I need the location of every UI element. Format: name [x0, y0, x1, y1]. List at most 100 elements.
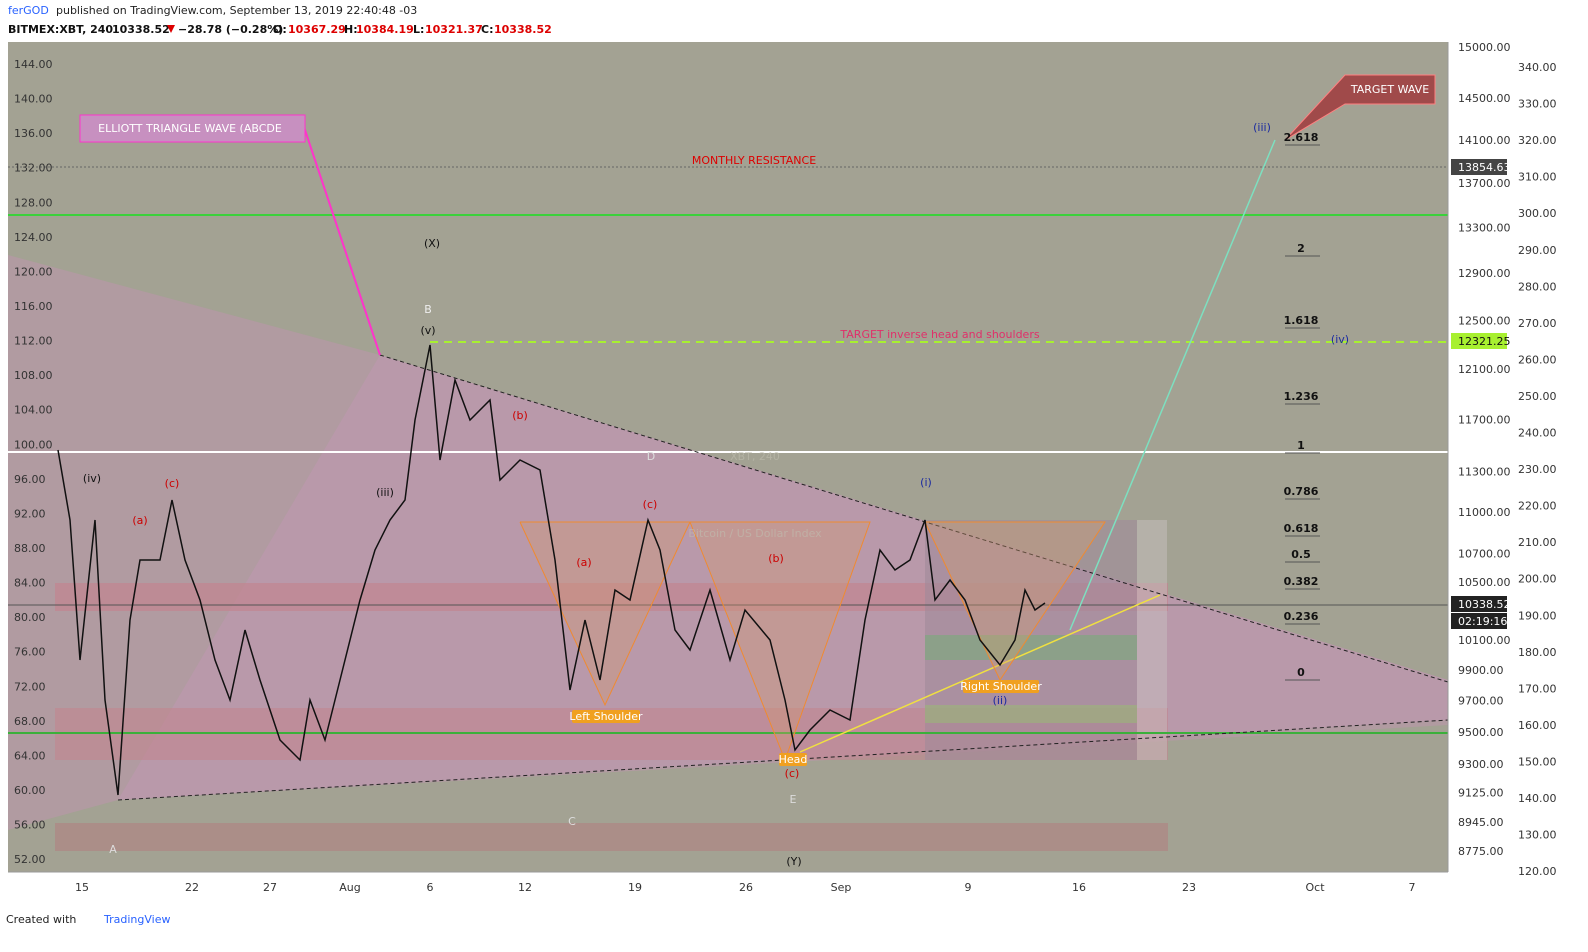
index-axis-label: 120.00: [1518, 865, 1557, 878]
price-axis-label: 10700.00: [1458, 548, 1511, 561]
price-axis-label: 8775.00: [1458, 845, 1504, 858]
annotation: (c): [165, 477, 180, 490]
header-h: 10384.19: [356, 23, 414, 36]
pattern-label-box: [572, 710, 640, 723]
left-axis-label: 80.00: [14, 611, 46, 624]
watermark-name: Bitcoin / US Dollar Index: [688, 527, 822, 540]
index-axis-label: 240.00: [1518, 427, 1557, 440]
index-axis-label: 260.00: [1518, 353, 1557, 366]
index-axis-label: 140.00: [1518, 792, 1557, 805]
fib-level: 1.236: [1284, 390, 1319, 403]
fib-level: 2.618: [1284, 131, 1319, 144]
time-axis-label: Oct: [1305, 881, 1325, 894]
price-tag-box: [1451, 613, 1507, 629]
annotation: (i): [920, 476, 932, 489]
annotation: TARGET WAVE: [1350, 83, 1429, 96]
price-axis-label: 10500.00: [1458, 576, 1511, 589]
annotation: (a): [132, 514, 147, 527]
price-axis-label: 8945.00: [1458, 816, 1504, 829]
annotation: TARGET inverse head and shoulders: [839, 328, 1039, 341]
left-axis-label: 124.00: [14, 231, 53, 244]
annotation: C: [568, 815, 576, 828]
left-axis-label: 136.00: [14, 127, 53, 140]
left-axis-label: 144.00: [14, 58, 53, 71]
annotation: (X): [424, 237, 440, 250]
fib-level: 1.618: [1284, 314, 1319, 327]
published: published on TradingView.com, September …: [56, 4, 417, 17]
index-axis-label: 250.00: [1518, 390, 1557, 403]
time-axis-label: 9: [965, 881, 972, 894]
time-axis-label: Aug: [339, 881, 360, 894]
index-axis-label: 280.00: [1518, 280, 1557, 293]
header-l-label: L:: [413, 23, 424, 36]
header-change: −28.78 (−0.28%): [178, 23, 283, 36]
index-axis-label: 190.00: [1518, 609, 1557, 622]
index-axis-label: 150.00: [1518, 755, 1557, 768]
price-axis-label: 13300.00: [1458, 221, 1511, 234]
watermark-symbol: XBT, 240: [730, 450, 780, 463]
left-axis-label: 84.00: [14, 577, 46, 590]
left-axis-label: 128.00: [14, 196, 53, 209]
price-tag-box: [1451, 333, 1507, 349]
price-axis-label: 9700.00: [1458, 695, 1504, 708]
down-arrow: [167, 25, 175, 33]
left-axis-label: 88.00: [14, 542, 46, 555]
annotation: (iv): [83, 472, 101, 485]
price-axis-label: 12100.00: [1458, 363, 1511, 376]
price-axis-label: 14100.00: [1458, 134, 1511, 147]
annotation: (iii): [376, 486, 394, 499]
annotation: (iv): [1331, 333, 1349, 346]
index-axis-label: 320.00: [1518, 134, 1557, 147]
left-axis-label: 72.00: [14, 680, 46, 693]
pattern-label-box: [779, 753, 807, 766]
left-axis-label: 116.00: [14, 300, 53, 313]
annotation: E: [790, 793, 797, 806]
left-axis-label: 120.00: [14, 265, 53, 278]
index-axis-label: 130.00: [1518, 829, 1557, 842]
left-axis-label: 60.00: [14, 784, 46, 797]
index-axis-label: 210.00: [1518, 536, 1557, 549]
footer-created: Created with: [6, 913, 76, 926]
annotation: (b): [512, 409, 528, 422]
author: ferGOD: [8, 4, 49, 17]
price-axis-label: 11000.00: [1458, 506, 1511, 519]
annotation: Right Shoulder: [960, 680, 1042, 693]
time-axis-label: Sep: [831, 881, 852, 894]
price-tag: 12321.25: [1458, 335, 1511, 348]
left-axis-label: 92.00: [14, 507, 46, 520]
header-h-label: H:: [344, 23, 358, 36]
annotation: Head: [779, 753, 808, 766]
annotation: (c): [643, 498, 658, 511]
price-axis-label: 15000.00: [1458, 41, 1511, 54]
header-c-label: C:: [481, 23, 493, 36]
fib-level: 0.786: [1284, 485, 1319, 498]
annotation: MONTHLY RESISTANCE: [692, 154, 816, 167]
left-axis-label: 96.00: [14, 473, 46, 486]
time-axis-label: 27: [263, 881, 277, 894]
price-tag: 02:19:16: [1458, 615, 1507, 628]
left-axis-label: 140.00: [14, 93, 53, 106]
index-axis-label: 200.00: [1518, 573, 1557, 586]
index-axis-label: 330.00: [1518, 98, 1557, 111]
footer-brand: TradingView: [103, 913, 170, 926]
time-axis-label: 26: [739, 881, 753, 894]
annotation: A: [109, 843, 117, 856]
pattern-label-box: [963, 680, 1039, 693]
price-axis-label: 9300.00: [1458, 758, 1504, 771]
time-axis-label: 6: [427, 881, 434, 894]
index-axis-label: 170.00: [1518, 682, 1557, 695]
left-axis-label: 52.00: [14, 853, 46, 866]
fib-level: 0.618: [1284, 522, 1319, 535]
annotation: (c): [785, 767, 800, 780]
left-axis-label: 104.00: [14, 404, 53, 417]
price-axis-label: 13700.00: [1458, 177, 1511, 190]
header-o: 10367.29: [288, 23, 346, 36]
header-c: 10338.52: [494, 23, 552, 36]
annotation: (a): [576, 556, 591, 569]
price-axis-label: 9125.00: [1458, 786, 1504, 799]
price-axis-label: 9500.00: [1458, 726, 1504, 739]
left-axis-label: 108.00: [14, 369, 53, 382]
left-axis-label: 112.00: [14, 335, 53, 348]
price-axis-label: 9900.00: [1458, 664, 1504, 677]
